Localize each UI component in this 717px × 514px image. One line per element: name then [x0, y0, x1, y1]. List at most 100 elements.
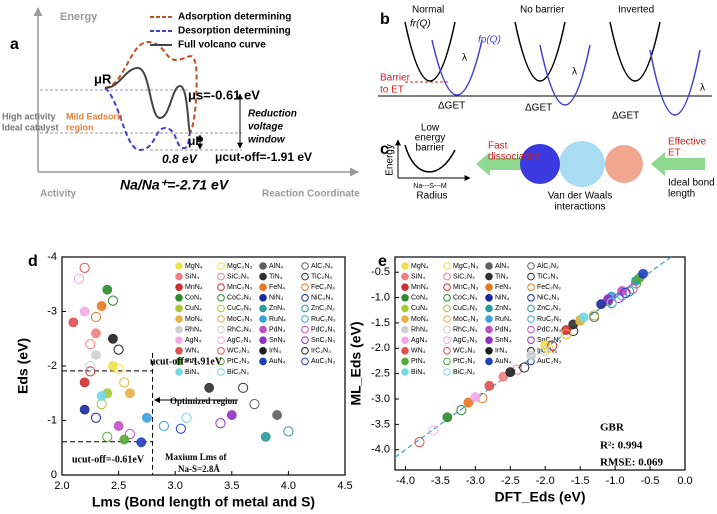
legend-marker — [301, 315, 309, 323]
label: Low — [421, 123, 440, 134]
point — [589, 310, 600, 321]
label: Ideal bond — [668, 178, 715, 189]
label: dissociation — [488, 152, 540, 163]
legend-marker — [485, 283, 493, 292]
y-tick-label: -1.5 — [371, 317, 390, 329]
curve — [404, 144, 456, 173]
legend-marker — [527, 283, 535, 292]
point — [283, 426, 294, 437]
y-tick-label: -4.0 — [371, 444, 390, 456]
legend-marker — [175, 357, 183, 366]
plot-frame — [394, 256, 686, 471]
legend-marker — [527, 294, 535, 302]
legend-entry: MnN₄ — [185, 284, 203, 291]
legend-marker — [443, 272, 451, 281]
parabola — [404, 21, 456, 82]
point — [96, 399, 107, 410]
legend-entry: Full volcano curve — [178, 40, 266, 51]
legend-marker — [401, 283, 409, 292]
label: voltage — [248, 122, 283, 133]
legend-marker — [217, 315, 225, 323]
legend-entry: NiC₂N₃ — [537, 295, 559, 302]
panel-label: a — [10, 36, 19, 53]
annotation: GBR — [600, 422, 625, 434]
label: λ — [700, 83, 705, 94]
label: energy — [415, 133, 446, 144]
legend-entry: PtN₄ — [185, 358, 200, 365]
legend-marker — [301, 336, 309, 345]
legend-entry: ZnN₄ — [495, 305, 511, 312]
point — [428, 425, 439, 436]
label: length — [668, 189, 695, 200]
legend-marker — [175, 368, 183, 376]
point — [102, 284, 113, 295]
point — [85, 339, 96, 350]
legend-marker — [259, 315, 267, 323]
point — [90, 412, 102, 423]
axis-label: Activity — [40, 189, 77, 200]
legend-marker — [217, 368, 225, 376]
point — [108, 361, 118, 371]
point — [519, 362, 530, 373]
legend-marker — [301, 272, 309, 281]
legend-marker — [527, 336, 535, 345]
point — [456, 405, 467, 416]
legend-entry: NiN₄ — [495, 295, 510, 302]
label: ET — [668, 148, 681, 159]
legend-entry: IrC₂N₃ — [537, 348, 557, 355]
legend-entry: MoC₂N₃ — [227, 316, 253, 323]
panel-label: d — [28, 253, 38, 270]
x-tick-label: 4.5 — [337, 480, 352, 492]
legend-entry: WC₂N₃ — [227, 348, 249, 355]
legend-entry: FeN₄ — [269, 284, 285, 291]
legend-entry: MnC₂N₃ — [227, 284, 253, 291]
legend-entry: PdC₂N₃ — [311, 326, 335, 333]
arrow — [476, 152, 530, 176]
panel-label: b — [380, 11, 390, 28]
legend-marker — [301, 325, 309, 334]
legend-entry: NiN₄ — [269, 295, 284, 302]
legend-entry: Desorption determining — [178, 26, 291, 37]
point — [526, 350, 537, 361]
x-tick-label: -0.5 — [641, 475, 660, 487]
legend-entry: SnN₄ — [495, 337, 512, 344]
annotation: R²: 0.994 — [600, 440, 643, 452]
point — [124, 429, 136, 440]
y-axis-label: Eds (eV) — [15, 338, 31, 394]
label: Van der Waals — [548, 191, 612, 202]
legend-entry: PdC₂N₃ — [537, 326, 561, 333]
label: Normal — [412, 5, 444, 16]
point — [617, 286, 628, 296]
point — [561, 325, 572, 335]
point — [175, 423, 186, 434]
legend-entry: MgC₂N₃ — [453, 263, 479, 270]
point — [547, 340, 558, 351]
legend-marker — [259, 262, 267, 270]
panel-label: c — [380, 141, 389, 158]
legend-entry: AlN₄ — [269, 263, 283, 270]
legend-marker — [485, 304, 493, 313]
legend-entry: MgC₂N₃ — [227, 263, 253, 270]
legend-marker — [175, 336, 183, 345]
point — [470, 392, 481, 402]
legend-marker — [217, 294, 225, 302]
legend-entry: SiN₄ — [411, 273, 425, 280]
label: to ET — [380, 85, 404, 96]
legend-marker — [485, 347, 493, 355]
legend-entry: AlC₂N₃ — [311, 263, 333, 270]
panel-b: b Normal fr(Q) fp(Q) No barrier Inverted… — [378, 5, 712, 122]
legend-entry: PtN₄ — [411, 358, 426, 365]
legend-entry: CoC₂N₃ — [227, 295, 252, 302]
y-tick-label: -3.5 — [371, 418, 390, 430]
point — [498, 371, 509, 382]
annotation: Na-S=2.8Å — [178, 464, 220, 474]
legend-entry: PtC₂N₃ — [227, 358, 249, 365]
parabola — [609, 21, 661, 82]
legend-entry: RhN₄ — [185, 326, 202, 333]
legend-marker — [217, 347, 225, 355]
legend-entry: SiC₂N₃ — [453, 273, 475, 280]
legend-entry: PdN₄ — [269, 326, 286, 333]
label: fp(Q) — [478, 35, 501, 46]
point — [113, 363, 124, 374]
legend-entry: MoN₄ — [185, 316, 203, 323]
